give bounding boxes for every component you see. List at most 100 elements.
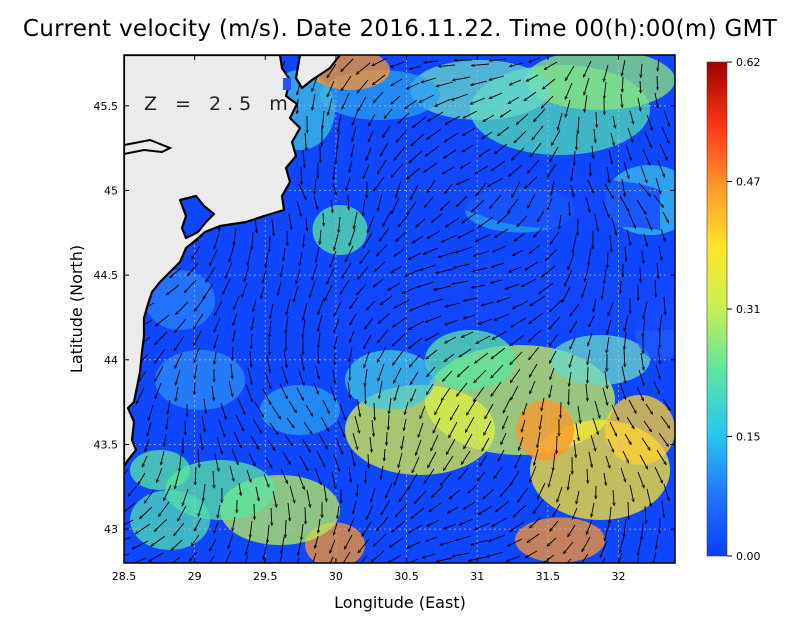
current-vector <box>592 417 598 435</box>
current-vector <box>548 469 554 487</box>
current-vector <box>314 178 317 195</box>
current-vector <box>363 334 372 349</box>
current-vector <box>464 416 475 433</box>
current-vector <box>524 176 538 189</box>
current-vector <box>543 554 555 563</box>
current-vector <box>596 111 597 128</box>
current-vector <box>229 244 235 262</box>
current-vector <box>624 348 625 367</box>
current-vector <box>316 450 326 467</box>
current-vector <box>646 114 652 130</box>
current-vector <box>288 400 297 413</box>
current-vector <box>568 388 569 405</box>
current-vector <box>147 421 152 436</box>
current-vector <box>267 524 270 543</box>
current-vector <box>424 60 439 63</box>
plot-frame <box>123 54 676 564</box>
current-vector <box>371 419 374 436</box>
current-vector <box>314 467 321 485</box>
current-vector <box>425 332 440 342</box>
current-vector <box>356 62 371 74</box>
current-vector <box>478 216 494 227</box>
current-vector <box>456 382 468 396</box>
current-vector <box>472 267 488 272</box>
current-vector <box>192 245 201 259</box>
current-vector <box>629 110 634 124</box>
current-vector <box>564 65 575 81</box>
current-vector <box>388 414 389 430</box>
current-vector <box>214 521 219 533</box>
current-vector <box>232 346 233 361</box>
current-vector <box>526 74 539 82</box>
current-vector <box>349 313 357 325</box>
current-vector <box>657 75 658 90</box>
current-vector <box>390 61 405 67</box>
current-vector <box>488 534 506 542</box>
velocity-patch <box>130 490 210 550</box>
current-vector <box>529 57 541 62</box>
current-vector <box>174 335 185 351</box>
current-vector <box>247 367 252 385</box>
current-vector <box>144 489 155 503</box>
current-vector <box>653 381 661 394</box>
current-vector <box>395 503 408 517</box>
current-vector <box>599 540 608 558</box>
current-vector <box>657 58 659 71</box>
current-vector <box>411 456 420 473</box>
current-vector <box>505 283 520 289</box>
current-vector <box>246 469 251 482</box>
current-vector <box>174 318 187 333</box>
current-vector <box>362 521 372 536</box>
current-vector <box>420 405 426 419</box>
current-vector <box>299 251 303 266</box>
current-vector <box>145 438 150 452</box>
current-vector <box>661 126 670 143</box>
y-tick-label: 45 <box>104 184 118 197</box>
current-vector <box>640 165 647 183</box>
current-vector <box>549 333 559 346</box>
current-vector <box>491 262 505 267</box>
current-vector <box>458 229 475 239</box>
current-vector <box>398 214 409 227</box>
current-vector <box>318 297 325 315</box>
current-vector <box>559 214 562 229</box>
current-vector <box>378 363 385 381</box>
current-vector <box>391 163 404 177</box>
current-vector <box>528 329 542 342</box>
current-vector <box>533 108 546 122</box>
current-vector <box>512 300 529 310</box>
current-vector <box>384 108 393 119</box>
velocity-patch <box>410 60 550 120</box>
current-vector <box>350 296 359 309</box>
current-vector <box>263 269 267 283</box>
current-vector <box>305 404 314 416</box>
current-vector <box>357 483 358 496</box>
current-vector <box>199 432 203 450</box>
current-vector <box>315 535 319 548</box>
current-vector <box>269 235 270 252</box>
current-vector <box>566 558 572 563</box>
current-vector <box>483 488 495 499</box>
current-vector <box>448 421 458 438</box>
current-vector <box>475 233 492 243</box>
current-vector <box>653 194 663 207</box>
current-vector <box>460 161 472 169</box>
current-vector <box>337 131 340 149</box>
current-vector <box>436 81 454 87</box>
current-vector <box>488 177 504 187</box>
current-vector <box>412 116 427 128</box>
current-vector <box>537 431 541 448</box>
current-vector <box>627 127 633 142</box>
current-vector <box>407 541 421 549</box>
current-vector <box>373 278 384 287</box>
current-vector <box>154 348 166 363</box>
current-vector <box>353 500 357 514</box>
current-vector <box>587 349 591 365</box>
current-vector <box>404 401 409 415</box>
current-vector <box>228 380 233 397</box>
current-vector <box>266 354 270 373</box>
current-vector <box>602 200 609 218</box>
current-vector <box>380 499 391 515</box>
current-vector <box>514 453 522 468</box>
current-vector <box>135 387 145 404</box>
